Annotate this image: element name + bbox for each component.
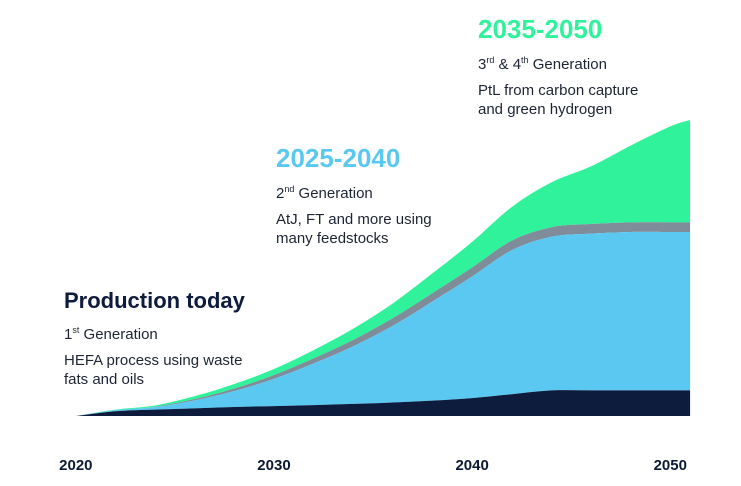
x-axis-ticks: 2020 2030 2040 2050 bbox=[59, 457, 687, 474]
generation-word: Generation bbox=[532, 56, 607, 73]
description-line: PtL from carbon capture bbox=[478, 82, 639, 99]
description-line: many feedstocks bbox=[276, 230, 389, 247]
area-gen1 bbox=[75, 390, 691, 416]
stacked-areas bbox=[75, 120, 691, 416]
x-tick-label: 2040 bbox=[455, 457, 488, 474]
generation-suffix: rd bbox=[486, 55, 495, 65]
annotation-title: 2025-2040 bbox=[276, 143, 401, 173]
generation-word: Generation bbox=[298, 185, 373, 202]
generation-number: 2 bbox=[276, 185, 285, 202]
generation-suffix: nd bbox=[284, 184, 295, 194]
annotation-generation: 2nd Generation bbox=[276, 184, 432, 203]
annotation-description: HEFA process using waste fats and oils bbox=[64, 351, 245, 389]
annotation-2035-2050: 2035-2050 3rd & 4th Generation PtL from … bbox=[478, 16, 638, 119]
area-gen34 bbox=[75, 120, 691, 416]
annotation-description: PtL from carbon capture and green hydrog… bbox=[478, 81, 638, 119]
generation-number: 3 bbox=[478, 56, 487, 73]
annotation-title: Production today bbox=[64, 288, 245, 313]
description-line: fats and oils bbox=[64, 371, 145, 388]
generation-word: Generation bbox=[83, 326, 158, 343]
area-gen2 bbox=[75, 231, 691, 416]
description-line: AtJ, FT and more using bbox=[276, 211, 432, 228]
annotation-title: 2035-2050 bbox=[478, 14, 603, 44]
annotation-2025-2040: 2025-2040 2nd Generation AtJ, FT and mor… bbox=[276, 145, 432, 248]
x-tick-label: 2030 bbox=[257, 457, 290, 474]
generation-suffix: st bbox=[72, 325, 80, 335]
annotation-generation: 1st Generation bbox=[64, 325, 245, 344]
description-line: and green hydrogen bbox=[478, 101, 613, 118]
annotation-generation: 3rd & 4th Generation bbox=[478, 55, 638, 74]
generation-number: 1 bbox=[64, 326, 73, 343]
annotation-description: AtJ, FT and more using many feedstocks bbox=[276, 210, 432, 248]
x-tick-label: 2020 bbox=[59, 457, 92, 474]
annotation-production-today: Production today 1st Generation HEFA pro… bbox=[64, 290, 245, 389]
generation-and: & 4 bbox=[498, 56, 522, 73]
x-tick-label: 2050 bbox=[654, 457, 687, 474]
description-line: HEFA process using waste bbox=[64, 352, 243, 369]
generation-suffix-2: th bbox=[521, 55, 529, 65]
